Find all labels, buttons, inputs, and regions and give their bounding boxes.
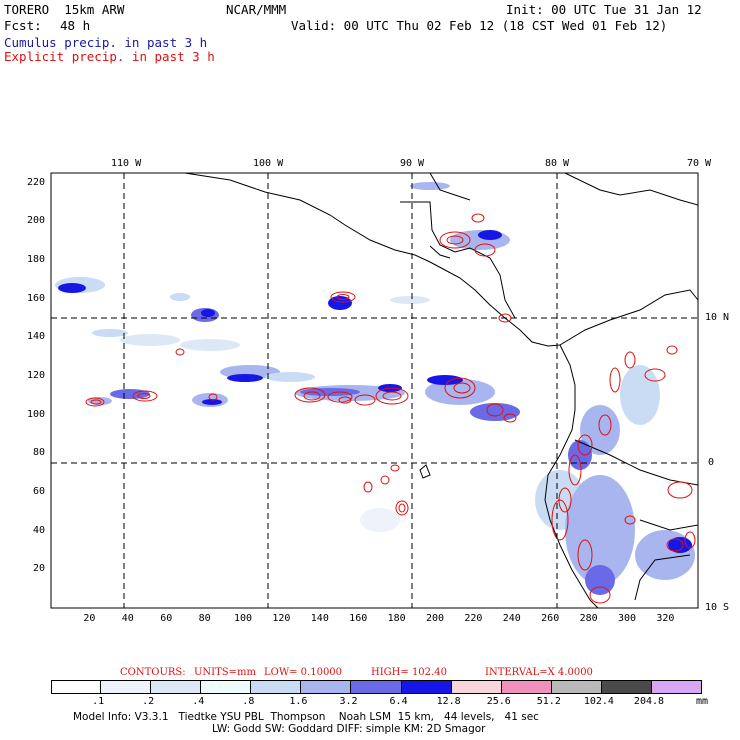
lon-label: 70 W <box>687 158 712 169</box>
x-tick-label: 160 <box>349 613 368 624</box>
contours-high: HIGH= 102.40 <box>371 667 447 678</box>
colorbar-swatch <box>551 680 602 694</box>
init-time: Init: 00 UTC Tue 31 Jan 12 <box>506 2 702 17</box>
valid-time: Valid: 00 UTC Thu 02 Feb 12 (18 CST Wed … <box>291 18 668 33</box>
contours-low: LOW= 0.10000 <box>264 667 343 678</box>
y-tick-label: 160 <box>27 292 46 304</box>
y-tick-label: 200 <box>27 215 46 227</box>
colorbar-label: .4 <box>192 696 205 707</box>
model-title: TORERO 15km ARW <box>4 2 125 17</box>
x-tick-label: 200 <box>425 613 445 624</box>
x-tick-label: 260 <box>541 613 560 624</box>
y-tick-label: 220 <box>27 176 46 188</box>
colorbar-swatch <box>451 680 502 694</box>
x-tick-label: 320 <box>656 613 675 624</box>
colorbar-label: 102.4 <box>583 696 614 707</box>
colorbar-swatch <box>501 680 552 694</box>
x-tick-label: 60 <box>160 613 173 624</box>
colorbar-swatch <box>601 680 652 694</box>
explicit-precip-contours <box>85 213 696 604</box>
colorbar-unit: mm <box>696 696 709 707</box>
model-info-line2: LW: Godd SW: Goddard DIFF: simple KM: 2D… <box>212 723 486 735</box>
lon-label: 100 W <box>253 158 284 169</box>
coastline <box>184 173 698 608</box>
colorbar-swatch <box>351 680 402 694</box>
y-tick-label: 100 <box>27 408 46 420</box>
colorbar-label: 51.2 <box>536 696 561 707</box>
map-frame <box>50 172 699 609</box>
y-tick-label: 80 <box>33 447 46 459</box>
y-tick-label: 140 <box>27 331 46 343</box>
lon-label: 110 W <box>111 158 142 169</box>
x-tick-label: 100 <box>233 613 253 624</box>
colorbar-label: .2 <box>142 696 155 707</box>
colorbar-swatch <box>201 680 252 694</box>
colorbar-label: 12.8 <box>436 696 461 707</box>
x-tick-label: 280 <box>579 613 598 624</box>
x-tick-label: 240 <box>502 613 521 624</box>
lat-label: 10 S <box>705 602 730 613</box>
colorbar-swatch <box>51 680 102 694</box>
colorbar-swatch <box>151 680 202 694</box>
colorbar-swatch <box>401 680 452 694</box>
y-tick-label: 20 <box>33 563 46 575</box>
x-tick-label: 20 <box>83 613 96 624</box>
field-title-explicit: Explicit precip. in past 3 h <box>4 49 215 64</box>
colorbar-swatch <box>301 680 352 694</box>
contours-label: CONTOURS: <box>120 667 186 678</box>
x-tick-label: 40 <box>121 613 134 624</box>
colorbar-label: 6.4 <box>389 696 408 707</box>
colorbar-label: .1 <box>92 696 105 707</box>
lat-label: 0 <box>708 457 715 468</box>
colorbar-label: .8 <box>242 696 255 707</box>
y-tick-label: 180 <box>27 254 46 265</box>
contours-units: UNITS=mm <box>194 667 256 678</box>
y-tick-label: 120 <box>27 370 46 381</box>
colorbar-label: 3.2 <box>339 696 358 707</box>
x-tick-label: 220 <box>464 613 483 624</box>
forecast-label: Fcst: <box>4 18 42 33</box>
forecast-hours: 48 h <box>60 18 91 33</box>
x-tick-label: 180 <box>387 613 406 624</box>
colorbar-swatch <box>101 680 152 694</box>
organization-label: NCAR/MMM <box>226 2 287 17</box>
cumulus-precip-shading <box>55 182 695 595</box>
x-tick-label: 80 <box>198 613 211 624</box>
x-tick-label: 140 <box>310 613 329 624</box>
lon-label: 90 W <box>400 158 425 169</box>
lat-label: 10 N <box>705 312 730 323</box>
x-tick-label: 120 <box>272 613 291 624</box>
colorbar-label: 204.8 <box>633 696 665 707</box>
colorbar-label: 25.6 <box>486 696 511 707</box>
x-tick-label: 300 <box>617 613 637 624</box>
contours-interval: INTERVAL=X 4.0000 <box>485 667 593 678</box>
lat-lon-grid <box>51 173 698 608</box>
y-tick-label: 60 <box>33 486 46 497</box>
colorbar-swatch <box>651 680 702 694</box>
y-tick-label: 40 <box>33 524 46 536</box>
model-info-line1: Model Info: V3.3.1 Tiedtke YSU PBL Thomp… <box>73 711 539 723</box>
lon-label: 80 W <box>545 158 570 169</box>
colorbar-swatch <box>251 680 302 694</box>
field-title-cumulus: Cumulus precip. in past 3 h <box>4 35 208 50</box>
colorbar-label: 1.6 <box>289 696 308 707</box>
